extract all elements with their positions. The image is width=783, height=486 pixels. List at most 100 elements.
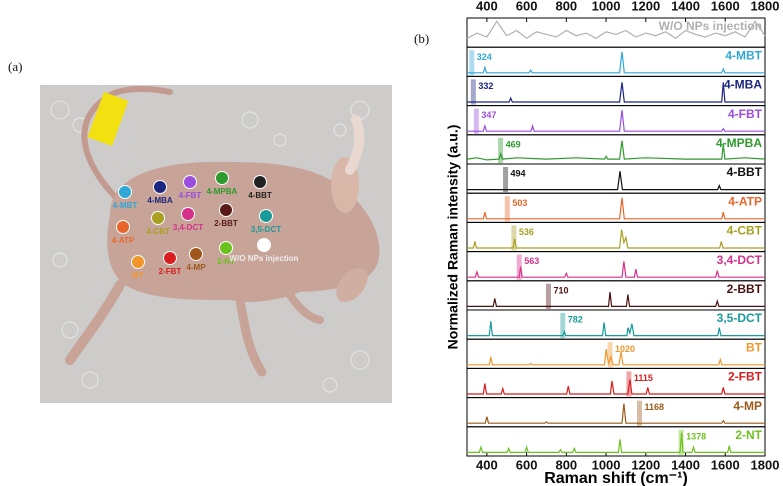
x-axis-label: Raman shift (cm⁻¹) (544, 470, 688, 486)
series-label: 4-FBT (728, 107, 763, 121)
series-label: 4-MBA (724, 78, 762, 92)
peak-highlight (545, 283, 551, 309)
spectrum (466, 20, 766, 40)
x-tick-label: 600 (516, 457, 538, 472)
mouse-leg (286, 291, 324, 324)
marker-label: 4-MP (186, 263, 206, 272)
peak-label: 536 (519, 227, 534, 237)
panel-frame (466, 397, 766, 428)
peak-label: 503 (512, 198, 527, 208)
marker-label: 4-BBT (248, 191, 272, 200)
marker-label: 4-FBT (179, 191, 202, 200)
marker-dot (253, 175, 267, 189)
peak-highlight (470, 79, 476, 105)
peak-label: 324 (477, 52, 492, 62)
x-tick-label: 1000 (592, 0, 621, 13)
peak-highlight (511, 225, 517, 251)
marker-dot (257, 238, 271, 252)
marker-dot (215, 171, 229, 185)
x-tick-label: 800 (555, 0, 577, 13)
marker-dot (219, 241, 233, 255)
spectrum (467, 321, 765, 337)
x-tick-label: 1800 (751, 0, 780, 13)
injection-markers: 4-MBT 4-MBA 4-FBT 4-MPBA 4-BBT 4-ATP 4-CBT 3,4-… (112, 171, 299, 280)
spectrum (467, 82, 765, 103)
series-label: W/O NPs injection (659, 19, 762, 33)
peak-label: 1020 (615, 344, 635, 354)
x-tick-label: 1400 (671, 0, 700, 13)
series-label: 2-NT (735, 428, 762, 442)
x-tick-label: 400 (476, 0, 498, 13)
series-label: 2-BBT (727, 282, 763, 296)
panel-frame (466, 46, 766, 77)
spectrum (467, 403, 765, 424)
tape (87, 92, 129, 146)
marker-dot (163, 251, 177, 265)
series-label: 4-MP (733, 399, 762, 413)
peak-label: 1115 (634, 373, 653, 383)
series-label: 4-CBT (727, 224, 763, 238)
spectrum (467, 171, 765, 191)
marker-dot (118, 185, 132, 199)
spectrum (467, 261, 765, 278)
spectrum (467, 229, 765, 249)
marker-label: 4-MBA (147, 196, 173, 205)
peak-label: 782 (568, 315, 583, 325)
x-tick-label: 1200 (631, 0, 660, 13)
marker-dot (153, 180, 167, 194)
marker-label: 4-MPBA (207, 187, 238, 196)
peak-label: 563 (524, 256, 539, 266)
spectrum (467, 291, 765, 307)
marker-dot (116, 220, 130, 234)
peak-highlight (560, 313, 566, 339)
series-label: 4-BBT (727, 165, 763, 179)
peak-highlight (473, 108, 479, 134)
marker-dot (131, 255, 145, 269)
series-label: 4-MPBA (716, 136, 762, 150)
spectrum (467, 110, 765, 132)
series-label: 2-FBT (728, 370, 763, 384)
x-tick-label: 1600 (711, 0, 740, 13)
x-tick-label: 1600 (711, 457, 740, 472)
spectrum (467, 51, 765, 74)
mouse-leg (65, 280, 125, 365)
mouse-tube (345, 115, 365, 175)
panel-frame (466, 367, 766, 399)
x-tick-label: 1800 (751, 457, 780, 472)
peak-highlight (469, 50, 475, 76)
marker-label: 4-CBT (146, 227, 170, 236)
panel-frame (466, 426, 766, 457)
photo: 4-MBT 4-MBA 4-FBT 4-MPBA 4-BBT 4-ATP 4-CBT 3,4-… (40, 85, 392, 403)
x-tick-label: 800 (555, 457, 577, 472)
peak-highlight (498, 137, 504, 163)
peak-label: 1378 (686, 431, 706, 441)
series-label: 3,4-DCT (717, 253, 763, 267)
mouse-leg (235, 295, 267, 377)
spectrum (466, 140, 766, 161)
marker-label: 3,4-DCT (173, 223, 203, 232)
spectrum (467, 379, 765, 395)
spectrum (467, 432, 765, 453)
peak-highlight (607, 342, 613, 368)
marker-label: 4-ATP (112, 236, 135, 245)
peak-label: 710 (553, 285, 568, 295)
spectrum (467, 197, 765, 220)
x-tick-label: 1400 (671, 457, 700, 472)
series-label: BT (746, 340, 763, 354)
spectrum (467, 349, 765, 366)
peak-label: 469 (506, 139, 521, 149)
series-label: 4-ATP (728, 194, 762, 208)
panel-frame (466, 280, 766, 311)
y-axis-label: Normalized Raman intensity (a.u.) (445, 125, 461, 350)
panel-label: (a) (8, 59, 22, 74)
marker-label: W/O NPs injection (230, 254, 299, 263)
peak-highlight (503, 167, 509, 193)
marker-label: BT (133, 271, 144, 280)
marker-label: 2-NT (217, 257, 235, 266)
marker-dot (259, 209, 273, 223)
mouse-body (107, 161, 380, 303)
marker-dot (189, 247, 203, 261)
peak-label: 332 (478, 81, 493, 91)
peak-label: 1168 (644, 402, 664, 412)
